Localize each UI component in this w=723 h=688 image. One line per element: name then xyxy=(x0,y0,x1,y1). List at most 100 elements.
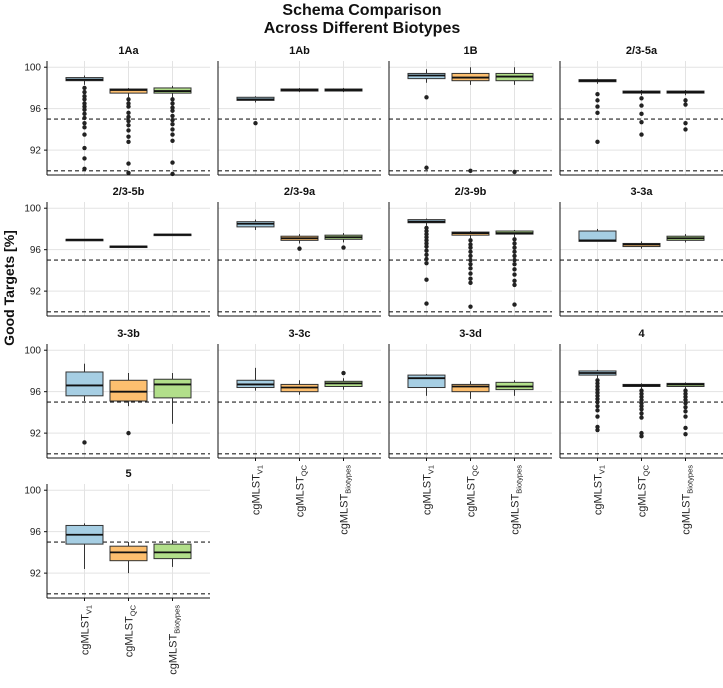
outlier-point xyxy=(595,381,600,386)
outlier-point xyxy=(512,169,517,175)
outlier-point xyxy=(468,271,473,276)
outlier-point xyxy=(512,253,517,259)
panel-3-3c: 3-3c xyxy=(217,328,381,459)
box-qc xyxy=(622,90,661,137)
y-tick-label: 96 xyxy=(30,245,42,256)
outlier-point xyxy=(126,134,131,139)
outlier-point xyxy=(683,388,688,393)
panel-title: 2/3-9b xyxy=(455,186,487,198)
y-tick-label: 92 xyxy=(30,429,42,440)
outlier-point xyxy=(424,165,429,170)
outlier-point xyxy=(424,95,429,100)
outlier-point xyxy=(170,160,175,165)
x-axis-labels-col-1: cgMLSTV1 cgMLSTQC cgMLSTBiotypes xyxy=(79,598,182,675)
outlier-point xyxy=(82,85,87,91)
box-qc xyxy=(451,231,490,309)
outlier-point xyxy=(639,394,644,400)
outlier-point xyxy=(595,403,600,409)
outlier-point xyxy=(512,272,517,277)
box-body xyxy=(153,543,192,560)
x-tick-label-qc: cgMLSTQC xyxy=(295,464,309,517)
y-tick-label: 92 xyxy=(30,146,42,157)
outlier-point xyxy=(639,96,644,101)
outlier-point xyxy=(126,104,131,109)
outlier-point xyxy=(170,127,175,132)
outlier-point xyxy=(468,261,473,267)
outlier-point xyxy=(595,387,600,392)
outlier-point xyxy=(595,110,600,116)
y-tick-label: 96 xyxy=(30,527,42,538)
y-tick-label: 92 xyxy=(30,287,42,298)
panel-title: 2/3-5a xyxy=(626,45,658,57)
outlier-point xyxy=(126,118,131,124)
box-body xyxy=(578,230,617,242)
box-qc xyxy=(622,383,661,439)
box-body xyxy=(65,371,104,397)
box-biotypes xyxy=(324,370,363,390)
outlier-point xyxy=(639,397,644,403)
outlier-point xyxy=(82,132,87,137)
outlier-point xyxy=(468,238,473,243)
outlier-point xyxy=(595,396,600,402)
box-qc xyxy=(280,234,319,251)
outlier-point xyxy=(82,440,87,445)
facet-panels: 1Aa 92 96 100 1Ab 1B 2/3-5a 2/3-5b 92 96 100 2/3-9a… xyxy=(24,45,723,599)
panel-2-3-9a: 2/3-9a xyxy=(217,186,381,317)
outlier-point xyxy=(468,245,473,250)
outlier-point xyxy=(639,111,644,117)
outlier-point xyxy=(126,128,131,133)
x-tick-label-qc: cgMLSTQC xyxy=(466,464,480,517)
x-axis-labels-col-3: cgMLSTV1 cgMLSTQC cgMLSTBiotypes xyxy=(421,458,524,535)
box-biotypes xyxy=(495,67,534,175)
box-qc xyxy=(109,373,148,436)
box-biotypes xyxy=(153,85,192,177)
panel-2-3-9b: 2/3-9b xyxy=(388,186,552,317)
outlier-point xyxy=(683,102,688,107)
x-tick-label-v1: cgMLSTV1 xyxy=(79,605,93,655)
outlier-point xyxy=(424,235,429,240)
outlier-point xyxy=(82,104,87,109)
panel-1ab: 1Ab xyxy=(217,45,381,176)
outlier-point xyxy=(297,246,302,251)
outlier-point xyxy=(512,282,517,288)
x-axis-labels: cgMLSTV1cgMLSTQCcgMLSTBiotypescgMLSTV1cg… xyxy=(79,458,695,675)
outlier-point xyxy=(170,108,175,113)
chart-title-line-1: Schema Comparison xyxy=(282,2,441,19)
outlier-point xyxy=(512,249,517,254)
panel-title: 1Ab xyxy=(289,45,310,57)
outlier-point xyxy=(468,276,473,281)
outlier-point xyxy=(82,156,87,161)
outlier-point xyxy=(595,390,600,395)
outlier-point xyxy=(512,302,517,307)
box-body xyxy=(451,383,490,393)
outlier-point xyxy=(126,123,131,128)
box-qc xyxy=(109,245,148,249)
outlier-point xyxy=(683,431,688,437)
outlier-point xyxy=(170,97,175,102)
outlier-point xyxy=(683,409,688,414)
panel-title: 2/3-5b xyxy=(113,186,145,198)
outlier-point xyxy=(639,430,644,436)
y-axis-label: Good Targets [%] xyxy=(1,230,17,346)
box-biotypes xyxy=(153,539,192,567)
outlier-point xyxy=(126,97,131,102)
outlier-point xyxy=(468,280,473,286)
y-tick-label: 100 xyxy=(24,63,41,74)
panel-3-3d: 3-3d xyxy=(388,328,552,459)
outlier-point xyxy=(82,115,87,121)
outlier-point xyxy=(639,391,644,396)
outlier-point xyxy=(424,244,429,249)
box-biotypes xyxy=(324,233,363,250)
panel-title: 4 xyxy=(638,328,645,340)
box-qc xyxy=(109,542,148,574)
outlier-point xyxy=(170,138,175,143)
outlier-point xyxy=(468,266,473,271)
outlier-point xyxy=(683,98,688,103)
outlier-point xyxy=(639,411,644,416)
box-qc xyxy=(109,87,148,176)
x-tick-label-v1: cgMLSTV1 xyxy=(421,465,435,515)
outlier-point xyxy=(639,415,644,420)
box-v1 xyxy=(65,75,104,171)
outlier-point xyxy=(683,397,688,403)
panel-4: 4 xyxy=(559,328,723,459)
